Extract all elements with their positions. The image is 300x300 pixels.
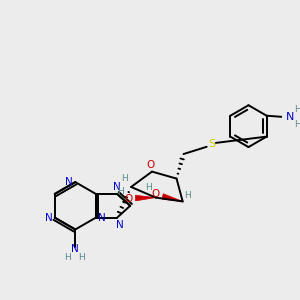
Text: H: H [294,105,300,114]
Text: H: H [184,191,191,200]
Text: N: N [71,244,79,254]
Text: O: O [124,194,133,205]
Text: N: N [45,213,52,223]
Text: H: H [145,183,152,192]
Text: S: S [209,139,216,149]
Text: N: N [98,213,106,223]
Polygon shape [136,195,156,201]
Text: N: N [116,220,123,230]
Polygon shape [162,194,183,202]
Text: N: N [113,182,121,192]
Text: N: N [65,177,73,187]
Text: O: O [152,189,160,199]
Text: O: O [146,160,155,170]
Text: N: N [286,112,294,122]
Text: H: H [294,120,300,129]
Text: H: H [64,253,71,262]
Text: H: H [117,188,124,196]
Text: H: H [78,253,85,262]
Text: H: H [121,173,128,182]
